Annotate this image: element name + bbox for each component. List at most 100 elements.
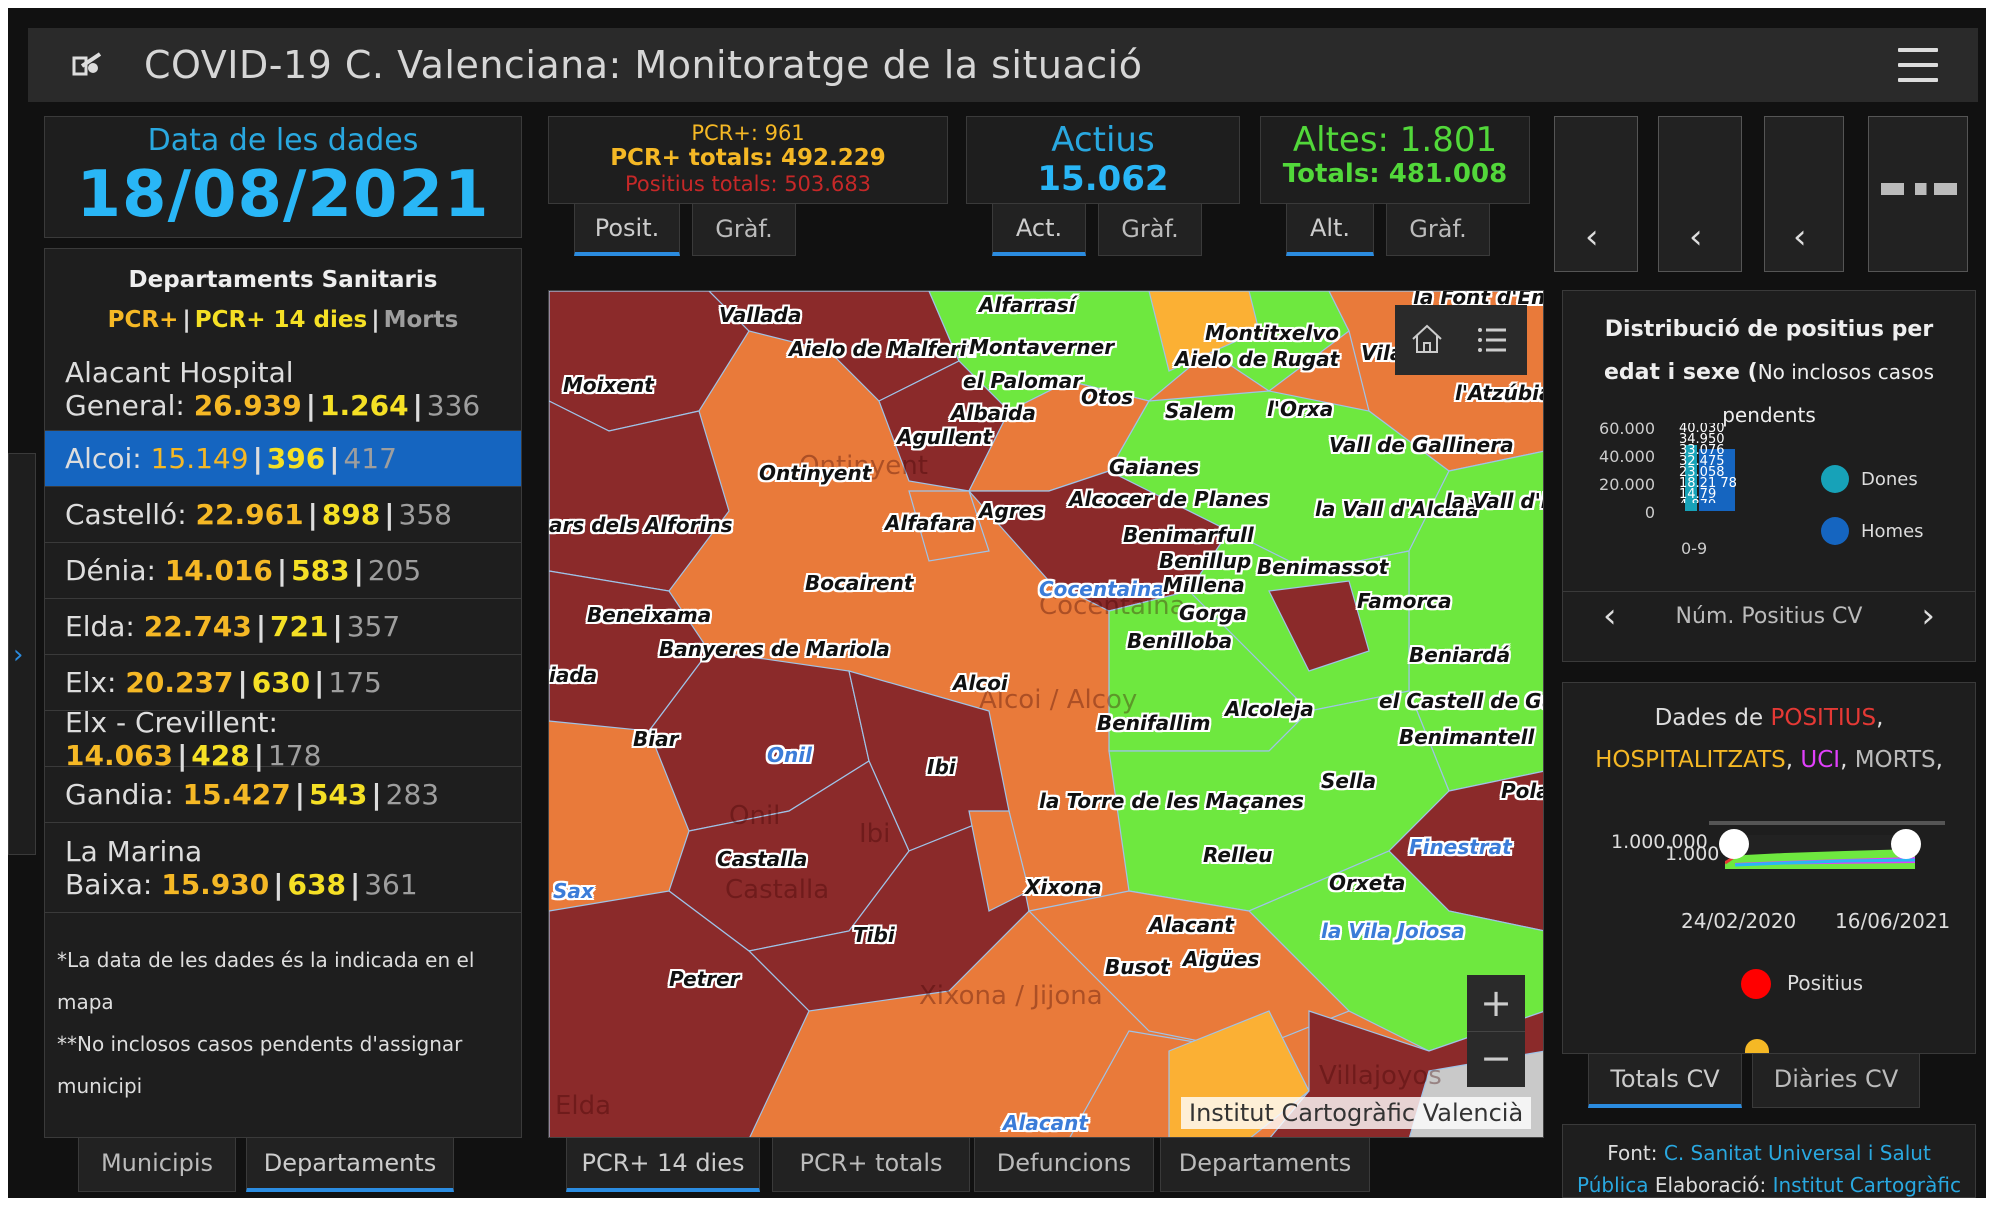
tab-pcr14[interactable]: PCR+ 14 dies	[566, 1138, 760, 1192]
side-panel-toggle[interactable]: ›	[8, 453, 36, 855]
map-label: Cocentaina	[1039, 577, 1165, 601]
tab-departaments-map[interactable]: Departaments	[1160, 1138, 1370, 1192]
age-chart-panel: Distribució de positius per edat i sexe …	[1562, 290, 1976, 662]
dept-pcr14: 428	[191, 738, 250, 772]
source-link-sanitat-cont[interactable]: Pública	[1577, 1173, 1649, 1197]
bar-homes	[1699, 449, 1735, 511]
dept-pcr14: 630	[251, 666, 311, 699]
y-tick: 40.000	[1599, 447, 1655, 466]
dept-morts: 283	[385, 778, 440, 811]
home-icon[interactable]	[1409, 321, 1449, 361]
dept-morts: 175	[328, 666, 382, 699]
series-date-start: 24/02/2020	[1681, 909, 1797, 933]
widget-nav-1[interactable]: ‹	[1554, 116, 1638, 272]
map-label: Alfafara	[885, 511, 976, 535]
tab-municipis[interactable]: Municipis	[78, 1138, 236, 1192]
map-label: iada	[549, 663, 598, 687]
tab-totals-cv[interactable]: Totals CV	[1588, 1054, 1742, 1108]
source-link-icv[interactable]: Institut Cartogràfic	[1772, 1173, 1961, 1197]
map-region-label: Elda	[555, 1091, 612, 1121]
dept-pcr: 15.930	[161, 867, 270, 901]
tab-posit[interactable]: Posit.	[574, 204, 680, 256]
map-label: Beneixama	[587, 603, 712, 627]
map-label: Agullent	[897, 425, 993, 449]
legend-pcr14: PCR+ 14 dies	[194, 307, 368, 333]
altes-label: Altes: 1.801	[1292, 120, 1498, 160]
series-title-positius: POSITIUS	[1770, 705, 1877, 731]
dept-row[interactable]: Dénia: 14.016 | 583 | 205	[45, 543, 521, 599]
tab-departaments[interactable]: Departaments	[246, 1138, 454, 1192]
app-window: COVID-19 C. Valenciana: Monitoratge de l…	[8, 8, 1986, 1198]
dept-row[interactable]: Elda: 22.743 | 721 | 357	[45, 599, 521, 655]
series-date-end: 16/06/2021	[1835, 909, 1951, 933]
dept-row[interactable]: Gandia: 15.427 | 543 | 283	[45, 767, 521, 823]
dept-morts: 336	[426, 388, 481, 422]
series-title-uci: UCI	[1800, 747, 1841, 773]
app-logo-icon	[68, 45, 108, 85]
tab-graf-alt[interactable]: Gràf.	[1386, 204, 1490, 256]
departments-panel: Departaments Sanitaris PCR+ | PCR+ 14 dies…	[44, 248, 522, 1138]
map-label: Xixona	[1025, 875, 1102, 899]
legend-homes-swatch	[1821, 517, 1849, 545]
map-label: Busot	[1105, 955, 1170, 979]
map-label: la Vall d'Alcalà	[1315, 497, 1479, 521]
map-label: Benifallim	[1097, 711, 1211, 735]
map-region-label: Villajoyos	[1319, 1061, 1442, 1091]
tab-pcr-totals[interactable]: PCR+ totals	[772, 1138, 970, 1192]
source-link-sanitat[interactable]: C. Sanitat Universal i Salut	[1663, 1141, 1931, 1165]
map-label: Benimarfull	[1123, 523, 1254, 547]
tab-defuncions[interactable]: Defuncions	[974, 1138, 1154, 1192]
chevron-left-icon[interactable]: ‹	[1603, 596, 1617, 636]
tab-graf-act[interactable]: Gràf.	[1098, 204, 1202, 256]
widget-nav-3[interactable]: ‹	[1764, 116, 1844, 272]
departments-list: Alacant Hospital General: 26.939 | 1.264 | 3…	[45, 347, 521, 913]
zoom-in-button[interactable]: +	[1467, 975, 1525, 1032]
altes-totals: Totals: 481.008	[1282, 159, 1508, 190]
tab-diaries-cv[interactable]: Diàries CV	[1752, 1054, 1920, 1108]
time-slider-track	[1709, 821, 1945, 825]
widget-nav-2[interactable]: ‹	[1658, 116, 1742, 272]
government-logo-icon	[1881, 183, 1957, 195]
layer-list-icon[interactable]	[1475, 323, 1511, 359]
dept-row[interactable]: Elx: 20.237 | 630 | 175	[45, 655, 521, 711]
time-slider-start-handle[interactable]	[1719, 829, 1749, 859]
dept-row-selected[interactable]: Alcoi: 15.149 | 396 | 417	[45, 431, 521, 487]
source-text: Font: C. Sanitat Universal i Salut Públi…	[1563, 1137, 1975, 1197]
map-label: Millena	[1163, 573, 1245, 597]
tab-alt[interactable]: Alt.	[1286, 204, 1374, 256]
map-label: Tibi	[853, 923, 895, 947]
legend-positius: Positius	[1787, 971, 1864, 995]
map-label: Montitxelvo	[1205, 321, 1339, 345]
dept-pcr14: 1.264	[319, 388, 409, 422]
map-label: el Castell de Gu	[1379, 689, 1544, 713]
series-title-prefix: Dades de	[1654, 705, 1764, 731]
tab-graf-pcr[interactable]: Gràf.	[692, 204, 796, 256]
tab-act[interactable]: Act.	[992, 204, 1086, 256]
zoom-out-button[interactable]: −	[1480, 1036, 1512, 1080]
dept-pcr: 14.016	[164, 554, 273, 587]
menu-icon[interactable]	[1898, 48, 1938, 82]
series-chart-title: Dades de POSITIUS, HOSPITALITZATS, UCI, …	[1595, 705, 1943, 773]
app-header: COVID-19 C. Valenciana: Monitoratge de l…	[28, 28, 1978, 102]
dept-row[interactable]: Castelló: 22.961 | 898 | 358	[45, 487, 521, 543]
pcr-totals: PCR+ totals: 492.229	[610, 145, 886, 172]
y-tick: 60.000	[1599, 419, 1655, 438]
map-label: Benimassot	[1257, 555, 1389, 579]
date-label: Data de les dades	[147, 123, 419, 158]
dept-row[interactable]: La Marina Baixa: 15.930 | 638 | 361	[45, 823, 521, 913]
legend-homes: Homes	[1861, 521, 1924, 542]
dept-row[interactable]: Elx - Crevillent: 14.063 | 428 | 178	[45, 706, 521, 772]
chevron-right-icon[interactable]: ›	[1921, 596, 1935, 636]
map-view[interactable]: Ontinyent Cocentaina Alcoi / Alcoy Casta…	[548, 290, 1544, 1138]
map-label: Aigües	[1183, 947, 1260, 971]
time-slider-end-handle[interactable]	[1891, 829, 1921, 859]
choropleth-layer	[549, 291, 1543, 1137]
map-region-label: Ibi	[859, 819, 891, 849]
map-label: Salem	[1165, 399, 1235, 423]
dept-row[interactable]: Alacant Hospital General: 26.939 | 1.264 | 3…	[45, 347, 521, 431]
map-label: Montaverner	[969, 335, 1115, 359]
app-title: COVID-19 C. Valenciana: Monitoratge de l…	[144, 43, 1143, 87]
departments-notes: *La data de les dades és la indicada en …	[45, 913, 521, 1107]
dept-pcr: 26.939	[193, 388, 302, 422]
dept-pcr14: 898	[321, 498, 381, 531]
